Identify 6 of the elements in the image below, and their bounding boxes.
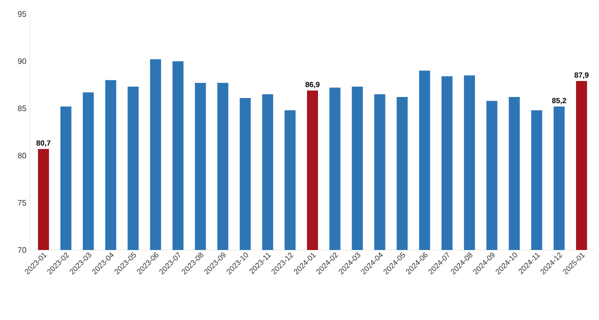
y-tick-label: 90: [18, 58, 26, 64]
y-tick-label: 75: [18, 200, 26, 206]
y-tick-label: 95: [18, 11, 26, 17]
y-tick-label: 70: [18, 247, 26, 253]
y-tick-label: 85: [18, 106, 26, 112]
y-tick-label: 80: [18, 152, 26, 158]
